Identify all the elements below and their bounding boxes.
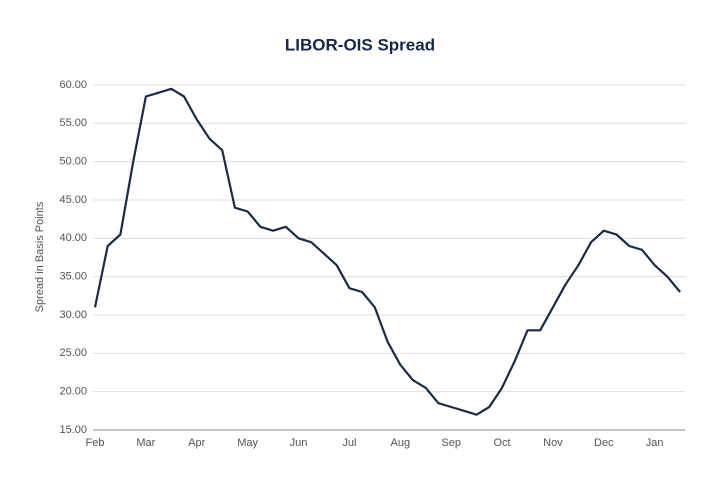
y-tick-label: 30.00 (59, 309, 87, 321)
data-line (93, 87, 681, 416)
y-tick-label: 20.00 (59, 386, 87, 398)
y-tick-label: 25.00 (59, 347, 87, 359)
x-tick-label: Apr (188, 437, 205, 449)
y-tick-label: 60.00 (59, 79, 87, 91)
y-tick-label: 45.00 (59, 194, 87, 206)
x-tick-label: Jan (646, 437, 664, 449)
x-tick-label: Oct (493, 437, 510, 449)
x-tick-label: Dec (594, 437, 614, 449)
x-tick-label: Sep (441, 437, 461, 449)
x-tick-label: Jun (290, 437, 308, 449)
chart-title: LIBOR-OIS Spread (285, 35, 435, 54)
y-tick-label: 55.00 (59, 117, 87, 129)
y-tick-label: 40.00 (59, 232, 87, 244)
x-tick-label: Nov (543, 437, 563, 449)
y-tick-label: 15.00 (59, 424, 87, 436)
y-tick-label: 50.00 (59, 156, 87, 168)
y-tick-label: 35.00 (59, 271, 87, 283)
x-tick-label: Jul (342, 437, 356, 449)
x-tick-label: Aug (390, 437, 410, 449)
x-tick-label: Feb (86, 437, 105, 449)
x-tick-label: May (237, 437, 258, 449)
x-tick-label: Mar (136, 437, 155, 449)
y-axis-label: Spread in Basis Points (34, 201, 46, 312)
